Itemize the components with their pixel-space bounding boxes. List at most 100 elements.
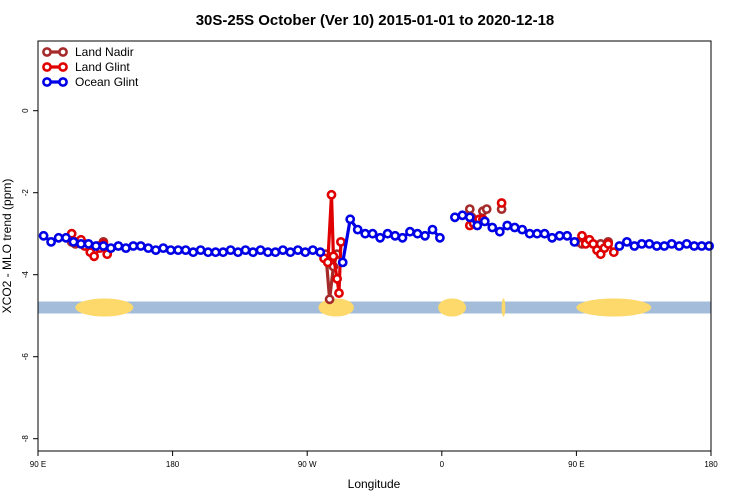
x-axis-label: Longitude [348,477,401,491]
point-ocean-glint-81 [704,241,714,251]
point-ocean-glint-68 [569,236,580,247]
point-ocean-glint-60 [509,222,520,233]
land-segment-0 [75,298,134,317]
legend-label-land-nadir: Land Nadir [75,45,134,59]
point-ocean-glint-28 [248,247,258,258]
point-ocean-glint-13 [135,241,146,251]
point-land-nadir-14 [481,204,492,214]
point-ocean-glint-31 [270,247,281,258]
point-ocean-glint-67 [562,230,572,241]
x-tick-label-0: 90 E [30,460,46,469]
point-ocean-glint-57 [487,222,498,233]
point-ocean-glint-10 [113,241,124,251]
legend-marker-right-land-nadir [58,47,68,57]
point-land-glint-13 [332,273,342,284]
point-ocean-glint-77 [674,241,685,251]
point-ocean-glint-45 [390,230,400,241]
point-ocean-glint-26 [233,247,243,258]
point-ocean-glint-52 [449,212,460,223]
point-ocean-glint-4 [68,236,79,247]
point-ocean-glint-30 [262,247,273,258]
point-ocean-glint-65 [547,232,557,243]
point-ocean-glint-33 [285,247,296,258]
legend-marker-right-ocean-glint [58,77,68,87]
point-ocean-glint-39 [345,214,356,225]
point-land-glint-11 [326,189,337,200]
point-land-glint-5 [89,251,99,262]
point-ocean-glint-78 [681,238,692,249]
point-ocean-glint-0 [38,230,49,241]
point-ocean-glint-37 [315,247,326,258]
point-ocean-glint-64 [539,228,550,239]
point-ocean-glint-66 [554,230,565,241]
y-tick-label-3: -6 [21,353,30,361]
point-ocean-glint-16 [158,243,169,253]
legend-item-land-glint: Land Glint [42,60,130,74]
point-ocean-glint-63 [532,228,542,239]
point-ocean-glint-69 [614,241,625,251]
y-tick-label-4: -8 [21,435,30,443]
x-tick-label-4: 90 E [568,460,584,469]
x-tick-label-2: 90 W [298,460,317,469]
point-ocean-glint-19 [180,245,191,255]
point-ocean-glint-32 [277,245,288,255]
point-land-nadir-7 [324,294,335,305]
point-ocean-glint-44 [382,228,393,239]
point-ocean-glint-79 [689,241,700,251]
point-land-glint-29 [608,247,619,258]
legend-marker-right-land-glint [58,62,68,72]
point-ocean-glint-48 [412,228,423,239]
point-land-glint-21 [577,230,587,241]
point-ocean-glint-1 [46,236,56,247]
point-ocean-glint-8 [98,241,109,251]
x-axis: 90 E 180 90 W 0 90 E 180 [30,451,718,469]
point-ocean-glint-24 [218,247,228,258]
y-axis-label: XCO2 - MLO trend (ppm) [0,179,14,314]
point-land-glint-10 [322,257,333,268]
point-ocean-glint-76 [666,238,677,249]
plot-frame [37,40,712,452]
point-ocean-glint-36 [307,245,318,255]
land-segment-2 [438,298,467,317]
point-ocean-glint-40 [352,224,363,235]
point-land-glint-20 [496,198,507,208]
point-ocean-glint-61 [517,224,528,235]
point-land-glint-12 [328,251,339,262]
legend-label-land-glint: Land Glint [75,60,130,74]
point-ocean-glint-51 [434,232,445,243]
point-ocean-glint-47 [405,226,415,237]
point-ocean-glint-58 [494,226,505,237]
point-ocean-glint-49 [420,230,430,241]
legend-item-land-nadir: Land Nadir [42,45,134,59]
point-ocean-glint-18 [173,245,184,255]
point-ocean-glint-42 [367,228,378,239]
legend-marker-left-land-glint [42,62,52,72]
point-ocean-glint-53 [457,210,468,221]
x-tick-label-1: 180 [166,460,180,469]
land-ocean-band [38,298,711,317]
point-ocean-glint-6 [83,238,94,249]
point-ocean-glint-15 [150,245,161,255]
point-ocean-glint-72 [636,238,647,249]
point-ocean-glint-5 [76,238,86,249]
point-ocean-glint-43 [375,232,385,243]
point-ocean-glint-70 [622,236,632,247]
chart-title: 30S-25S October (Ver 10) 2015-01-01 to 2… [196,12,555,29]
point-ocean-glint-27 [240,245,251,255]
point-ocean-glint-74 [651,241,662,251]
point-ocean-glint-12 [128,241,139,251]
series-land-glint [66,189,619,298]
y-tick-label-0: 0 [21,108,30,113]
point-ocean-glint-38 [337,257,348,268]
point-ocean-glint-73 [644,238,655,249]
ocean-band [38,301,711,314]
legend-marker-left-ocean-glint [42,77,52,87]
point-ocean-glint-46 [397,232,408,243]
point-ocean-glint-17 [165,245,176,255]
y-tick-label-1: -2 [21,189,30,197]
legend-label-ocean-glint: Ocean Glint [75,75,139,89]
legend-item-ocean-glint: Ocean Glint [42,75,139,89]
point-ocean-glint-56 [479,216,490,227]
x-tick-label-5: 180 [704,460,718,469]
